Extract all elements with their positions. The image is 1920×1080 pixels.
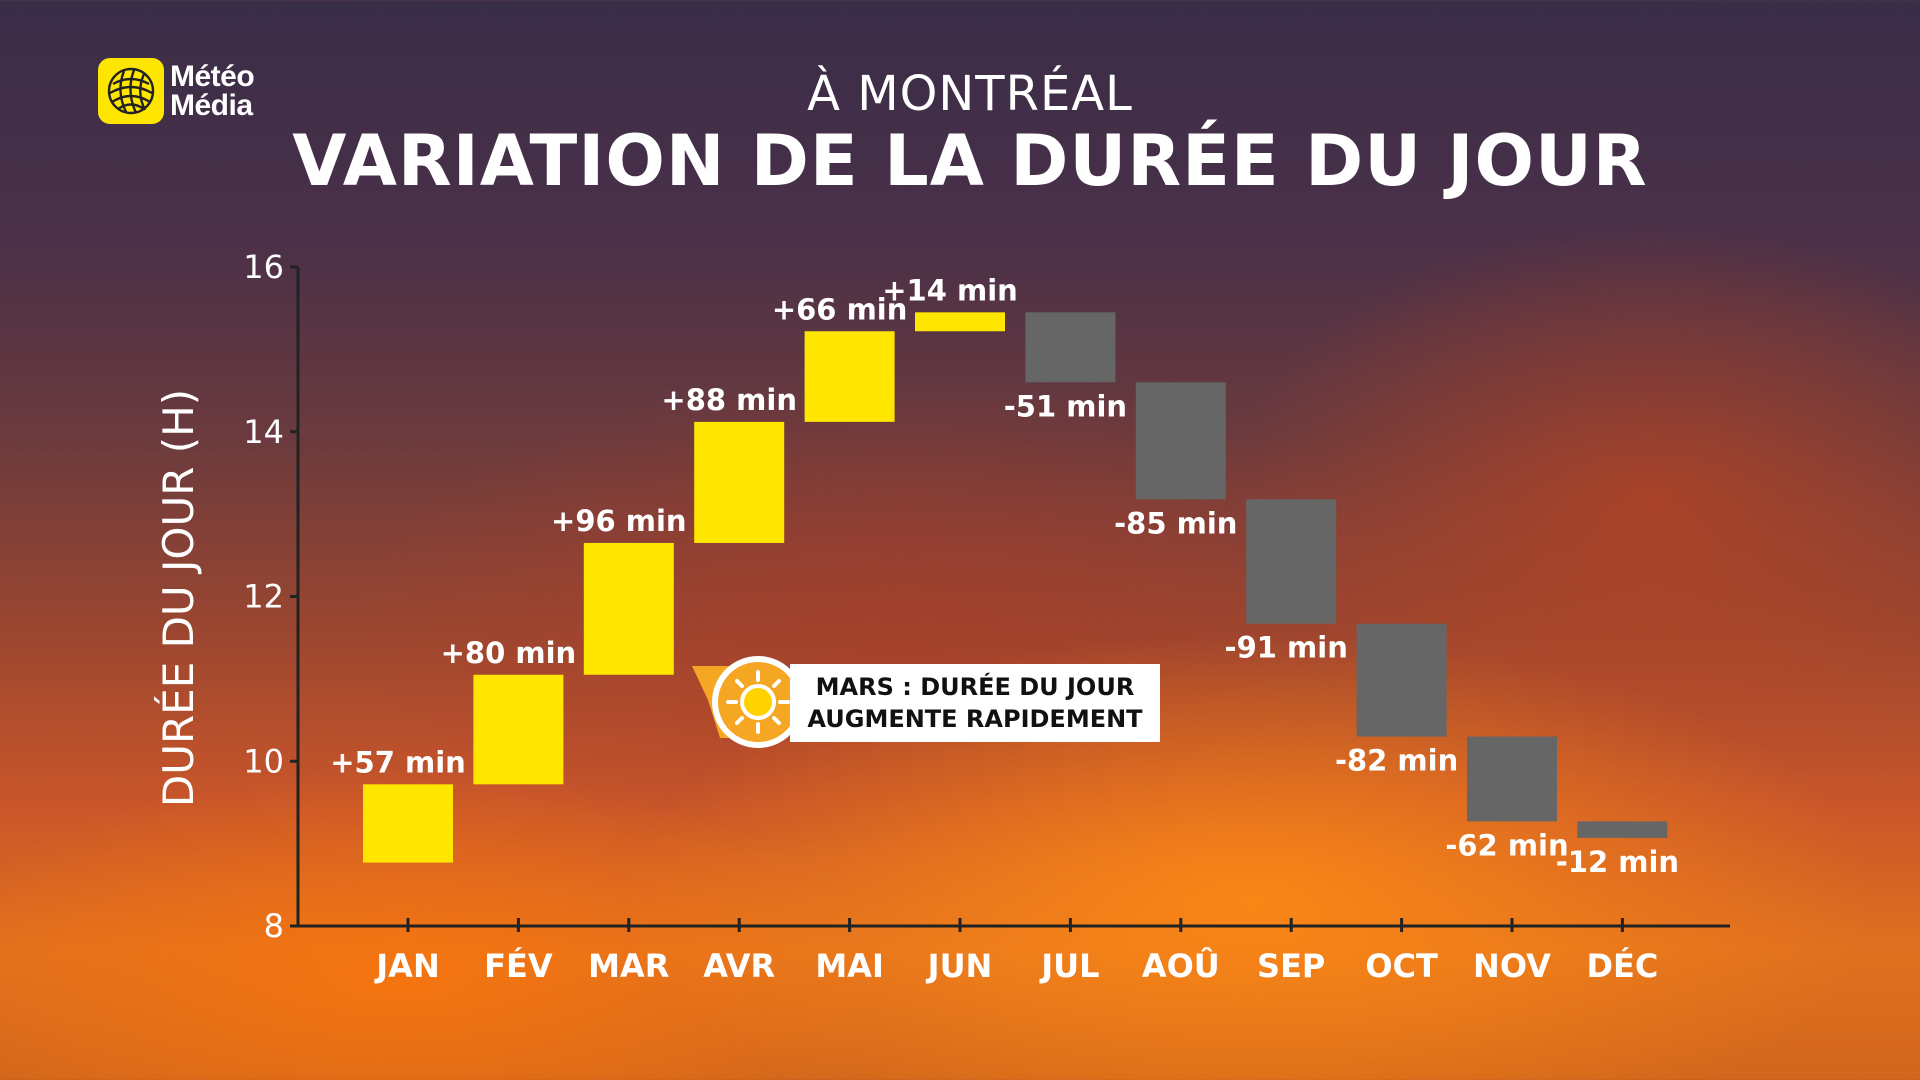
x-tick-label: OCT: [1365, 947, 1438, 985]
bar: [583, 542, 674, 675]
x-tick-label: AVR: [703, 947, 775, 985]
bar: [694, 421, 785, 543]
data-label: -51 min: [1004, 389, 1127, 423]
bar: [1135, 382, 1226, 500]
bar: [1577, 821, 1668, 838]
logo-text-line1: Météo: [170, 60, 255, 93]
bar: [1356, 623, 1447, 737]
data-label: +88 min: [661, 383, 797, 417]
bar: [1246, 499, 1337, 624]
y-tick-label: 8: [264, 907, 284, 945]
bar: [915, 312, 1005, 332]
y-tick-label: 10: [243, 742, 284, 780]
data-label: -62 min: [1445, 828, 1568, 862]
data-label: +96 min: [551, 504, 687, 538]
x-tick-label: JUL: [1039, 947, 1099, 985]
bar: [1025, 312, 1116, 383]
data-label: +66 min: [772, 292, 908, 326]
data-label: +57 min: [330, 745, 466, 779]
march-callout: MARS : DURÉE DU JOUR AUGMENTE RAPIDEMENT: [690, 652, 1170, 752]
bar: [473, 674, 564, 785]
data-label: -82 min: [1335, 744, 1458, 778]
x-tick-label: FÉV: [484, 947, 553, 985]
callout-box: MARS : DURÉE DU JOUR AUGMENTE RAPIDEMENT: [790, 664, 1160, 742]
chart-title: VARIATION DE LA DURÉE DU JOUR: [292, 120, 1648, 202]
x-tick-label: AOÛ: [1142, 946, 1220, 985]
data-label: -91 min: [1225, 631, 1348, 665]
data-label: +14 min: [882, 273, 1018, 307]
bar: [804, 331, 895, 422]
x-tick-label: MAR: [588, 947, 669, 985]
sun-icon: [692, 656, 804, 748]
globe-icon: [98, 58, 164, 124]
callout-line2: AUGMENTE RAPIDEMENT: [807, 705, 1143, 733]
x-tick-label: SEP: [1257, 947, 1325, 985]
x-tick-label: MAI: [815, 947, 884, 985]
x-tick-label: JUN: [926, 947, 993, 985]
bar: [1467, 736, 1557, 822]
logo-text-line2: Média: [170, 89, 253, 122]
y-tick-label: 12: [243, 578, 284, 616]
data-label: -85 min: [1114, 506, 1237, 540]
x-tick-label: DÉC: [1586, 947, 1658, 985]
x-tick-label: NOV: [1473, 947, 1551, 985]
callout-line1: MARS : DURÉE DU JOUR: [815, 673, 1135, 701]
y-tick-label: 16: [243, 248, 284, 286]
data-label: +80 min: [441, 636, 577, 670]
x-tick-label: JAN: [374, 947, 439, 985]
bar: [363, 784, 453, 863]
chart-subtitle: À MONTRÉAL: [807, 66, 1133, 122]
y-axis-label: DURÉE DU JOUR (H): [153, 389, 203, 807]
y-tick-label: 14: [243, 413, 284, 451]
data-label: -12 min: [1556, 845, 1679, 879]
meteomedia-logo: Météo Média: [98, 58, 255, 124]
